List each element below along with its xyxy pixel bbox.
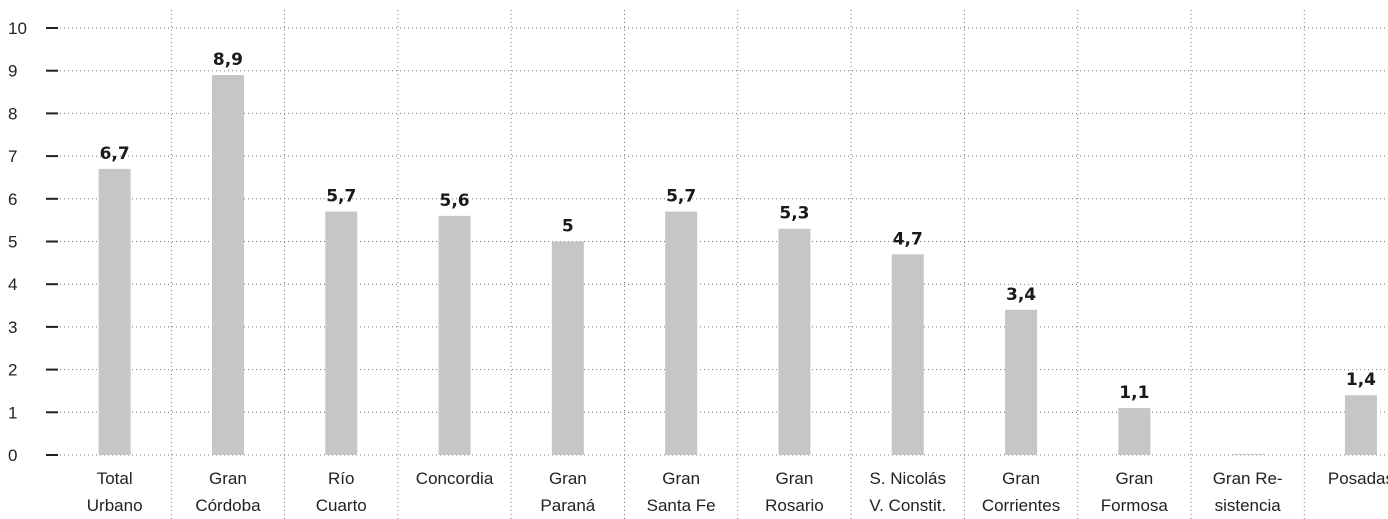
data-labels: 6,7 8,9 5,7 5,6 5 5,7 5,3 4,7 3,4 1,1 1,4 bbox=[100, 50, 1377, 403]
grid-layer bbox=[60, 10, 1386, 519]
category-label: Cuarto bbox=[316, 496, 367, 515]
category-label: Corrientes bbox=[982, 496, 1060, 515]
category-label: Gran Re- bbox=[1213, 469, 1283, 488]
data-label: 5,6 bbox=[439, 191, 469, 211]
bars bbox=[98, 74, 1377, 455]
y-tick-label: 8 bbox=[8, 104, 17, 123]
category-label: V. Constit. bbox=[869, 496, 946, 515]
y-tick-label: 0 bbox=[8, 446, 17, 465]
category-label: sistencia bbox=[1215, 496, 1282, 515]
category-label: Gran bbox=[776, 469, 814, 488]
category-label: Gran bbox=[549, 469, 587, 488]
data-label: 3,4 bbox=[1006, 285, 1036, 305]
category-label: Formosa bbox=[1101, 496, 1169, 515]
category-label: Gran bbox=[1002, 469, 1040, 488]
bar bbox=[551, 241, 584, 455]
bar bbox=[891, 254, 924, 455]
y-tick-label: 1 bbox=[8, 403, 17, 422]
category-label: Total bbox=[97, 469, 133, 488]
bar bbox=[211, 74, 244, 455]
category-label: Santa Fe bbox=[647, 496, 716, 515]
y-tick-label: 5 bbox=[8, 233, 17, 252]
data-label: 5,3 bbox=[779, 204, 809, 224]
bar bbox=[438, 215, 471, 455]
bar bbox=[778, 228, 811, 455]
category-label: Urbano bbox=[87, 496, 143, 515]
y-tick-label: 10 bbox=[8, 19, 27, 38]
data-label: 4,7 bbox=[893, 229, 923, 249]
y-tick-label: 9 bbox=[8, 62, 17, 81]
category-label: Gran bbox=[662, 469, 700, 488]
category-label: Posadas bbox=[1328, 469, 1388, 488]
data-label: 1,1 bbox=[1119, 383, 1149, 403]
data-label: 5,7 bbox=[326, 187, 356, 207]
data-label: 1,4 bbox=[1346, 370, 1376, 390]
bar bbox=[1231, 454, 1264, 455]
category-label: Concordia bbox=[416, 469, 494, 488]
data-label: 6,7 bbox=[100, 144, 130, 164]
category-label: Paraná bbox=[540, 496, 595, 515]
category-label: Rosario bbox=[765, 496, 824, 515]
category-label: S. Nicolás bbox=[869, 469, 946, 488]
bar bbox=[665, 211, 698, 455]
category-label: Gran bbox=[1115, 469, 1153, 488]
y-tick-label: 2 bbox=[8, 361, 17, 380]
y-axis: 0 1 2 3 4 5 6 7 8 9 10 bbox=[8, 19, 58, 465]
category-labels: Total Urbano Gran Córdoba Río Cuarto Concordia… bbox=[87, 469, 1388, 515]
bar bbox=[1118, 408, 1151, 455]
y-tick-label: 7 bbox=[8, 147, 17, 166]
bar bbox=[98, 168, 131, 455]
y-tick-label: 3 bbox=[8, 318, 17, 337]
bar bbox=[1344, 395, 1377, 455]
category-label: Río bbox=[328, 469, 354, 488]
bar bbox=[325, 211, 358, 455]
data-label: 5 bbox=[562, 217, 574, 237]
category-label: Córdoba bbox=[195, 496, 261, 515]
y-tick-label: 4 bbox=[8, 275, 17, 294]
data-label: 5,7 bbox=[666, 187, 696, 207]
y-tick-label: 6 bbox=[8, 190, 17, 209]
data-label: 8,9 bbox=[213, 50, 243, 70]
bar bbox=[1005, 309, 1038, 455]
category-label: Gran bbox=[209, 469, 247, 488]
